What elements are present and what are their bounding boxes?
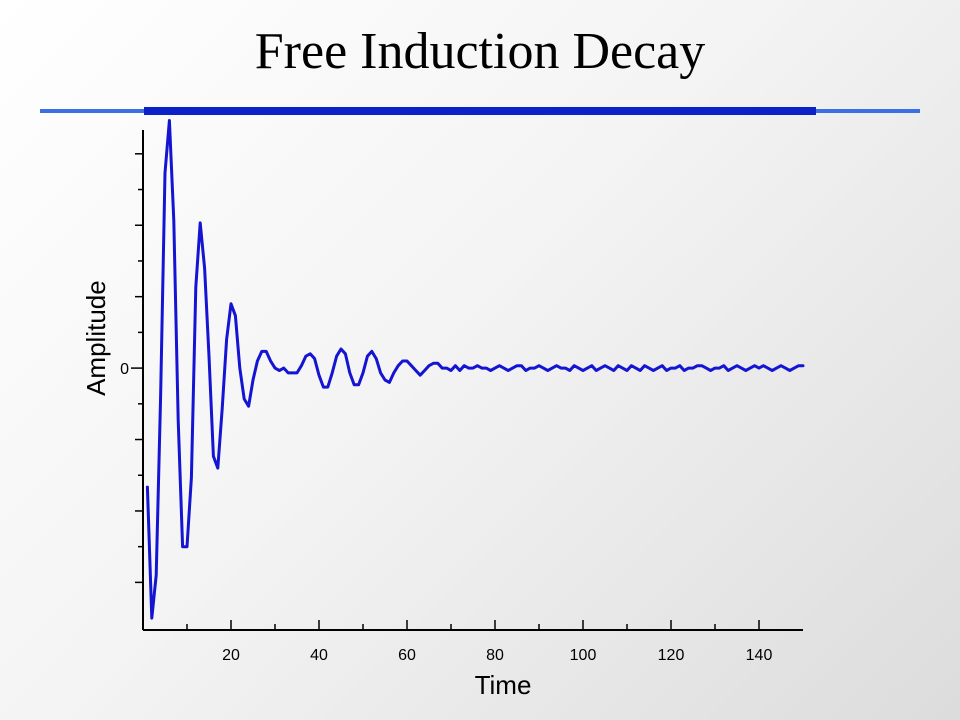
x-tick-label: 80: [486, 647, 504, 664]
slide-title: Free Induction Decay: [254, 23, 706, 80]
x-axis-title: Time: [475, 670, 532, 700]
y-tick-label: 0: [120, 361, 129, 378]
x-tick-label: 140: [746, 647, 773, 664]
series-group: [145, 119, 805, 620]
series-line: [145, 119, 805, 620]
x-tick-label: 100: [570, 647, 597, 664]
title-underline-thick: [144, 107, 816, 115]
y-axis-title: Amplitude: [81, 280, 111, 396]
x-tick-label: 40: [310, 647, 328, 664]
y-ticks: 0: [120, 153, 143, 584]
x-tick-label: 60: [398, 647, 416, 664]
x-tick-label: 120: [658, 647, 685, 664]
x-ticks: 20 40 60 80 100 120 140: [186, 620, 773, 664]
x-tick-label: 20: [222, 647, 240, 664]
